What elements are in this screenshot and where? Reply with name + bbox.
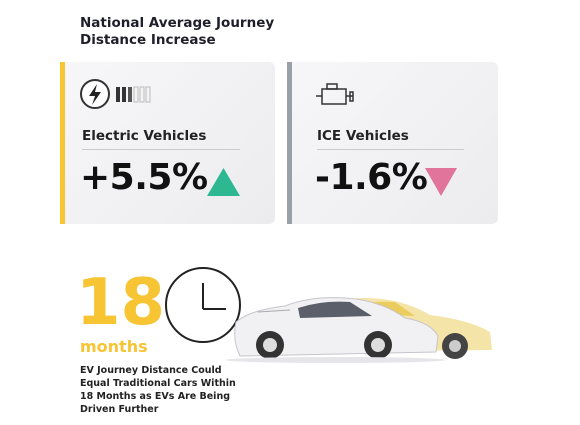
card-accent	[287, 62, 292, 224]
card-rule	[82, 149, 240, 150]
up-arrow	[207, 168, 240, 196]
ev-icon	[89, 84, 101, 105]
title: National Average Journey Distance Increa…	[80, 15, 275, 48]
card-value: -1.6%	[315, 157, 428, 198]
clock-icon	[165, 267, 241, 343]
ev-card: Electric Vehicles +5.5%	[60, 62, 275, 224]
card-label: Electric Vehicles	[82, 128, 207, 144]
card-accent	[60, 62, 65, 224]
engine-icon	[316, 83, 354, 105]
card-value: +5.5%	[80, 157, 208, 198]
card-label: ICE Vehicles	[317, 128, 409, 144]
card-rule	[317, 149, 464, 150]
battery-icon	[116, 86, 151, 103]
ev-car	[225, 297, 445, 363]
down-arrow	[425, 168, 457, 196]
highlight-unit: months	[80, 337, 148, 356]
highlight-number: 18	[76, 266, 166, 340]
caption: EV Journey Distance Could Equal Traditio…	[80, 365, 236, 415]
